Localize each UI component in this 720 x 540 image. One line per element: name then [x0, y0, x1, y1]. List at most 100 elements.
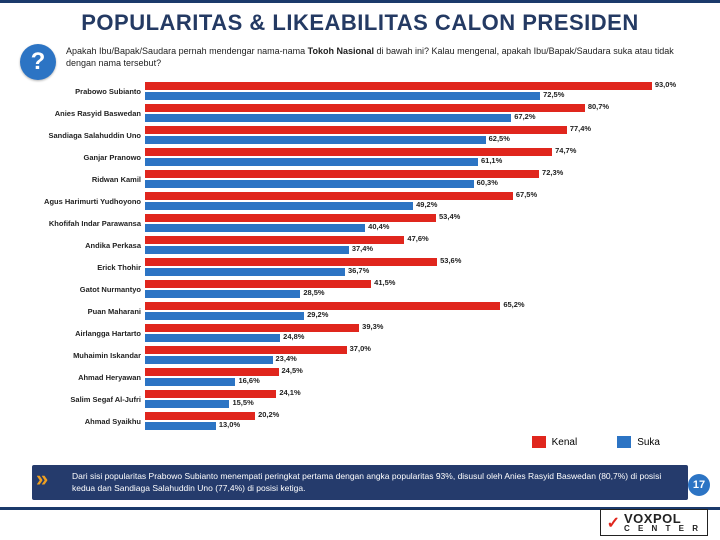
candidate-name: Prabowo Subianto: [30, 87, 145, 96]
value-suka: 49,2%: [416, 200, 437, 209]
bar-group: 93,0% 72,5%: [145, 80, 690, 102]
candidate-name: Anies Rasyid Baswedan: [30, 109, 145, 118]
bar-kenal: [145, 192, 513, 200]
value-kenal: 24,1%: [279, 388, 300, 397]
bar-suka: [145, 180, 474, 188]
legend-swatch-red: [532, 436, 546, 448]
value-suka: 16,6%: [238, 376, 259, 385]
value-kenal: 74,7%: [555, 146, 576, 155]
bar-group: 72,3% 60,3%: [145, 168, 690, 190]
value-kenal: 80,7%: [588, 102, 609, 111]
value-kenal: 20,2%: [258, 410, 279, 419]
bar-suka: [145, 378, 235, 386]
value-suka: 29,2%: [307, 310, 328, 319]
candidate-name: Ganjar Pranowo: [30, 153, 145, 162]
candidate-name: Airlangga Hartarto: [30, 329, 145, 338]
value-suka: 37,4%: [352, 244, 373, 253]
candidate-name: Muhaimin Iskandar: [30, 351, 145, 360]
bar-kenal: [145, 214, 436, 222]
logo-sub: C E N T E R: [624, 525, 701, 533]
bar-group: 20,2% 13,0%: [145, 410, 690, 432]
value-kenal: 41,5%: [374, 278, 395, 287]
legend-item-suka: Suka: [617, 436, 660, 448]
bar-group: 24,5% 16,6%: [145, 366, 690, 388]
legend-item-kenal: Kenal: [532, 436, 578, 448]
value-suka: 61,1%: [481, 156, 502, 165]
bar-suka: [145, 136, 486, 144]
legend: Kenal Suka: [532, 436, 660, 448]
value-kenal: 72,3%: [542, 168, 563, 177]
value-suka: 72,5%: [543, 90, 564, 99]
chart-row: Prabowo Subianto 93,0% 72,5%: [30, 80, 690, 102]
bar-group: 65,2% 29,2%: [145, 300, 690, 322]
value-kenal: 47,6%: [407, 234, 428, 243]
bar-kenal: [145, 324, 359, 332]
value-suka: 15,5%: [232, 398, 253, 407]
value-kenal: 39,3%: [362, 322, 383, 331]
candidate-name: Agus Harimurti Yudhoyono: [30, 197, 145, 206]
value-suka: 36,7%: [348, 266, 369, 275]
value-kenal: 53,6%: [440, 256, 461, 265]
value-kenal: 77,4%: [570, 124, 591, 133]
chart-row: Ganjar Pranowo 74,7% 61,1%: [30, 146, 690, 168]
slide: POPULARITAS & LIKEABILITAS CALON PRESIDE…: [0, 0, 720, 540]
candidate-name: Andika Perkasa: [30, 241, 145, 250]
page-number-badge: 17: [688, 474, 710, 496]
bar-suka: [145, 92, 540, 100]
chart-row: Salim Segaf Al-Jufri 24,1% 15,5%: [30, 388, 690, 410]
bar-group: 53,4%40,4%: [145, 212, 690, 234]
chart-row: Puan Maharani65,2%29,2%: [30, 300, 690, 322]
bar-suka: [145, 246, 349, 254]
candidate-name: Ahmad Syaikhu: [30, 417, 145, 426]
bar-suka: [145, 202, 413, 210]
bar-kenal: [145, 170, 539, 178]
value-kenal: 65,2%: [503, 300, 524, 309]
value-kenal: 67,5%: [516, 190, 537, 199]
legend-label-kenal: Kenal: [552, 437, 578, 448]
question-icon: ?: [20, 44, 56, 80]
candidate-name: Khofifah Indar Parawansa: [30, 219, 145, 228]
bar-kenal: [145, 148, 552, 156]
chart-row: Anies Rasyid Baswedan 80,7% 67,2%: [30, 102, 690, 124]
chart-row: Muhaimin Iskandar37,0%23,4%: [30, 344, 690, 366]
value-suka: 28,5%: [303, 288, 324, 297]
bar-group: 24,1% 15,5%: [145, 388, 690, 410]
bar-group: 37,0%23,4%: [145, 344, 690, 366]
bar-kenal: [145, 258, 437, 266]
candidate-name: Salim Segaf Al-Jufri: [30, 395, 145, 404]
value-kenal: 37,0%: [350, 344, 371, 353]
value-suka: 60,3%: [477, 178, 498, 187]
value-kenal: 24,5%: [282, 366, 303, 375]
top-border: [0, 0, 720, 3]
bar-kenal: [145, 82, 652, 90]
chart-row: Khofifah Indar Parawansa53,4%40,4%: [30, 212, 690, 234]
value-suka: 13,0%: [219, 420, 240, 429]
chart-row: Sandiaga Salahuddin Uno77,4%62,5%: [30, 124, 690, 146]
legend-label-suka: Suka: [637, 437, 660, 448]
bar-kenal: [145, 126, 567, 134]
bar-suka: [145, 224, 365, 232]
value-suka: 62,5%: [489, 134, 510, 143]
voxpol-logo: ✓ VOXPOL C E N T E R: [600, 509, 708, 536]
bar-suka: [145, 290, 300, 298]
bar-kenal: [145, 236, 404, 244]
legend-swatch-blue: [617, 436, 631, 448]
chart-row: Ahmad Heryawan 24,5% 16,6%: [30, 366, 690, 388]
value-kenal: 93,0%: [655, 80, 676, 89]
value-suka: 24,8%: [283, 332, 304, 341]
check-icon: ✓: [607, 513, 620, 533]
bar-suka: [145, 312, 304, 320]
question-text: Apakah Ibu/Bapak/Saudara pernah mendenga…: [66, 46, 692, 69]
value-suka: 67,2%: [514, 112, 535, 121]
bar-group: 39,3% 24,8%: [145, 322, 690, 344]
chart-row: Erick Thohir53,6%36,7%: [30, 256, 690, 278]
bar-group: 67,5% 49,2%: [145, 190, 690, 212]
candidate-name: Ridwan Kamil: [30, 175, 145, 184]
bar-kenal: [145, 104, 585, 112]
logo-text: VOXPOL C E N T E R: [624, 512, 701, 533]
footnote-bar: Dari sisi popularitas Prabowo Subianto m…: [32, 465, 688, 500]
value-suka: 40,4%: [368, 222, 389, 231]
bar-group: 77,4% 62,5%: [145, 124, 690, 146]
candidate-name: Ahmad Heryawan: [30, 373, 145, 382]
chart-row: Andika Perkasa 47,6% 37,4%: [30, 234, 690, 256]
